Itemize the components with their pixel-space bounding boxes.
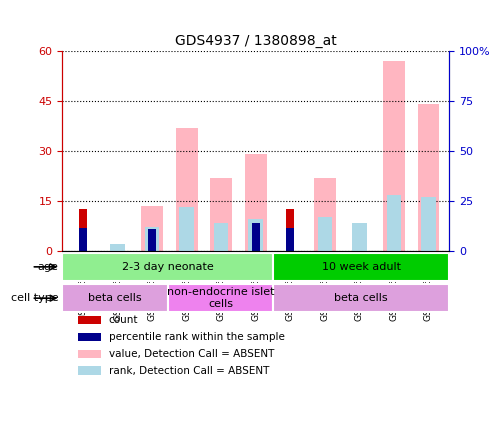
Bar — [251, 223, 260, 251]
Bar — [79, 228, 87, 251]
Bar — [141, 206, 163, 251]
Bar — [78, 316, 101, 324]
Bar — [245, 154, 266, 251]
Bar — [176, 128, 198, 251]
FancyBboxPatch shape — [273, 253, 449, 281]
Title: GDS4937 / 1380898_at: GDS4937 / 1380898_at — [175, 34, 337, 48]
Bar — [148, 229, 156, 251]
FancyBboxPatch shape — [62, 284, 168, 312]
Bar — [180, 207, 194, 251]
Bar — [383, 61, 405, 251]
Bar — [211, 178, 232, 251]
Bar — [78, 349, 101, 358]
Bar — [110, 244, 125, 251]
FancyBboxPatch shape — [168, 284, 273, 312]
Text: 2-3 day neonate: 2-3 day neonate — [122, 262, 214, 272]
Bar — [317, 217, 332, 251]
Bar — [352, 223, 367, 251]
Bar — [78, 366, 101, 375]
Bar — [79, 209, 87, 251]
Bar — [78, 332, 101, 341]
Bar — [421, 197, 436, 251]
Bar — [286, 228, 294, 251]
Text: non-endocrine islet
cells: non-endocrine islet cells — [167, 287, 274, 309]
Bar — [418, 104, 439, 251]
FancyBboxPatch shape — [273, 284, 449, 312]
Bar — [145, 227, 159, 251]
Bar — [286, 209, 294, 251]
Bar — [314, 178, 336, 251]
Text: age: age — [37, 262, 58, 272]
Bar — [249, 219, 263, 251]
FancyBboxPatch shape — [62, 253, 273, 281]
Text: percentile rank within the sample: percentile rank within the sample — [109, 332, 284, 342]
Text: rank, Detection Call = ABSENT: rank, Detection Call = ABSENT — [109, 366, 269, 376]
Bar — [214, 223, 229, 251]
Text: cell type: cell type — [11, 293, 58, 303]
Text: value, Detection Call = ABSENT: value, Detection Call = ABSENT — [109, 349, 274, 359]
Text: beta cells: beta cells — [88, 293, 142, 303]
Bar — [387, 195, 401, 251]
Text: 10 week adult: 10 week adult — [322, 262, 401, 272]
Text: count: count — [109, 315, 138, 325]
Text: beta cells: beta cells — [334, 293, 388, 303]
